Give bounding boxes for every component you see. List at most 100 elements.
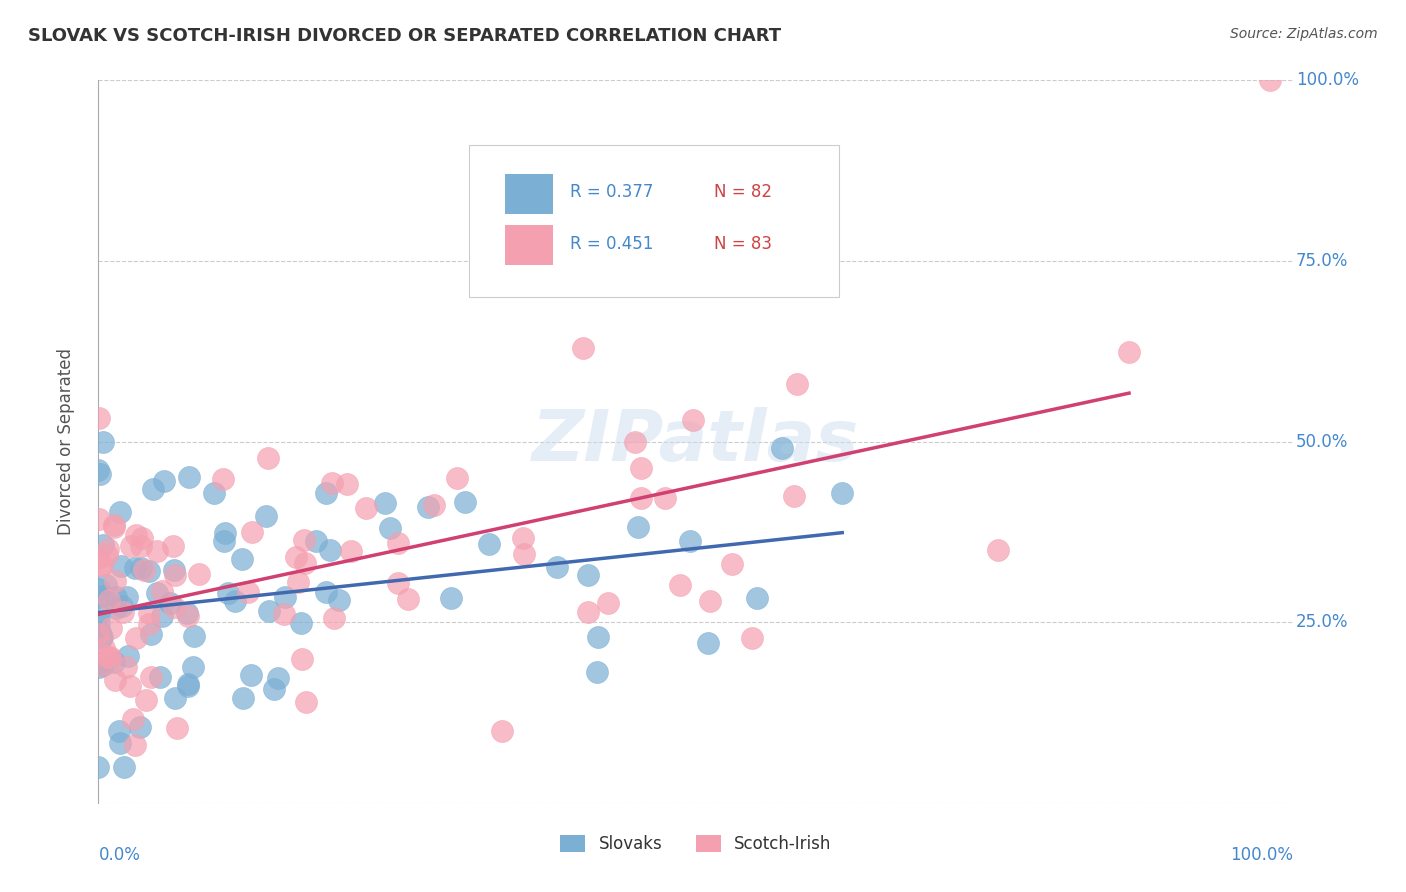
Slovaks — [87, 615, 110, 630]
Slovaks — [202, 485, 225, 500]
Slovaks — [91, 538, 114, 552]
Scotch-Irish — [1258, 73, 1281, 87]
Slovaks — [103, 655, 125, 669]
Scotch-Irish — [121, 712, 143, 726]
Slovaks — [108, 736, 131, 750]
Slovaks — [454, 495, 477, 509]
Scotch-Irish — [100, 621, 122, 635]
Slovaks — [108, 505, 131, 519]
Scotch-Irish — [138, 617, 160, 632]
Scotch-Irish — [90, 558, 112, 573]
Scotch-Irish — [131, 531, 153, 545]
Slovaks — [108, 724, 131, 739]
Scotch-Irish — [87, 512, 110, 526]
Slovaks — [290, 616, 312, 631]
Slovaks — [181, 660, 204, 674]
Slovaks — [747, 591, 769, 605]
Slovaks — [94, 578, 117, 592]
Text: R = 0.451: R = 0.451 — [571, 235, 654, 253]
Slovaks — [104, 590, 127, 604]
Scotch-Irish — [987, 543, 1010, 558]
Scotch-Irish — [240, 524, 263, 539]
Scotch-Irish — [87, 411, 110, 425]
Text: 0.0%: 0.0% — [98, 847, 141, 864]
Scotch-Irish — [87, 550, 110, 565]
Slovaks — [89, 655, 111, 669]
Scotch-Irish — [323, 611, 346, 625]
Scotch-Irish — [741, 632, 763, 646]
Slovaks — [274, 591, 297, 605]
Scotch-Irish — [786, 376, 808, 391]
Scotch-Irish — [284, 549, 307, 564]
Text: R = 0.377: R = 0.377 — [571, 183, 654, 202]
Slovaks — [93, 589, 115, 603]
Text: N = 83: N = 83 — [714, 235, 772, 253]
Slovaks — [112, 759, 135, 773]
Scotch-Irish — [354, 500, 377, 515]
Slovaks — [315, 584, 337, 599]
Scotch-Irish — [630, 460, 652, 475]
Text: 50.0%: 50.0% — [1296, 433, 1348, 450]
Scotch-Irish — [112, 605, 135, 619]
Scotch-Irish — [96, 548, 118, 562]
Text: 25.0%: 25.0% — [1296, 613, 1348, 632]
Scotch-Irish — [654, 491, 676, 505]
Slovaks — [214, 526, 236, 541]
Scotch-Irish — [422, 498, 444, 512]
Text: 75.0%: 75.0% — [1296, 252, 1348, 270]
Scotch-Irish — [163, 567, 186, 582]
Scotch-Irish — [339, 544, 361, 558]
Scotch-Irish — [125, 527, 148, 541]
Scotch-Irish — [682, 412, 704, 426]
Scotch-Irish — [89, 657, 111, 672]
Slovaks — [231, 552, 253, 566]
Scotch-Irish — [256, 451, 278, 466]
Text: 100.0%: 100.0% — [1296, 71, 1360, 89]
Slovaks — [152, 608, 174, 623]
Slovaks — [578, 568, 600, 582]
Slovaks — [104, 601, 127, 615]
Scotch-Irish — [783, 489, 806, 503]
Scotch-Irish — [120, 539, 142, 553]
Scotch-Irish — [1118, 345, 1140, 359]
Slovaks — [770, 441, 793, 455]
Slovaks — [240, 668, 263, 682]
Slovaks — [142, 482, 165, 496]
Scotch-Irish — [630, 491, 652, 505]
Slovaks — [110, 559, 132, 574]
Scotch-Irish — [177, 608, 200, 623]
Scotch-Irish — [212, 472, 235, 486]
Scotch-Irish — [321, 476, 343, 491]
Slovaks — [697, 636, 720, 650]
Scotch-Irish — [124, 738, 146, 752]
Slovaks — [315, 486, 337, 500]
Slovaks — [378, 521, 401, 535]
Slovaks — [149, 670, 172, 684]
Slovaks — [224, 594, 246, 608]
Scotch-Irish — [138, 606, 160, 620]
Scotch-Irish — [290, 652, 312, 666]
Slovaks — [131, 561, 153, 575]
Slovaks — [87, 590, 110, 604]
Slovaks — [546, 560, 568, 574]
Text: SLOVAK VS SCOTCH-IRISH DIVORCED OR SEPARATED CORRELATION CHART: SLOVAK VS SCOTCH-IRISH DIVORCED OR SEPAR… — [28, 27, 782, 45]
Slovaks — [177, 469, 200, 483]
Scotch-Irish — [491, 723, 513, 738]
Slovaks — [232, 691, 254, 706]
Scotch-Irish — [273, 607, 295, 622]
Slovaks — [374, 495, 396, 509]
Slovaks — [259, 604, 281, 618]
Slovaks — [117, 591, 139, 605]
Scotch-Irish — [596, 595, 619, 609]
Scotch-Irish — [238, 584, 260, 599]
Scotch-Irish — [150, 584, 173, 599]
Slovaks — [305, 533, 328, 548]
Slovaks — [831, 485, 853, 500]
Slovaks — [159, 596, 181, 610]
Slovaks — [163, 563, 186, 577]
Slovaks — [416, 500, 439, 515]
Scotch-Irish — [162, 539, 184, 553]
Scotch-Irish — [98, 651, 121, 665]
Bar — [505, 174, 553, 214]
Scotch-Irish — [124, 632, 146, 646]
